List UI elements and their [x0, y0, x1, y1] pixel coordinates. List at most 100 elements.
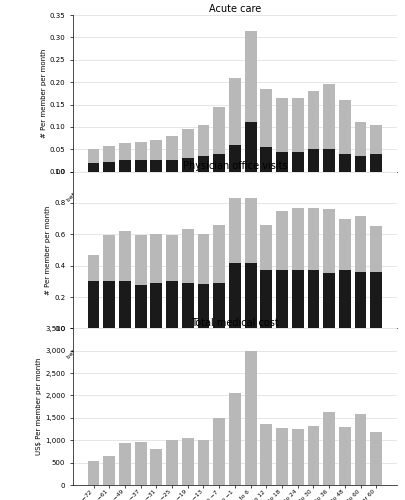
- Bar: [213, 154, 225, 172]
- Bar: [355, 272, 367, 328]
- Bar: [276, 428, 288, 485]
- Bar: [245, 122, 256, 172]
- Bar: [198, 156, 209, 172]
- Bar: [198, 124, 209, 156]
- Bar: [276, 98, 288, 152]
- Bar: [182, 229, 194, 283]
- Bar: [371, 226, 382, 272]
- Bar: [166, 160, 178, 172]
- Bar: [182, 158, 194, 172]
- Bar: [119, 282, 131, 329]
- Bar: [182, 129, 194, 158]
- Bar: [323, 210, 335, 272]
- Y-axis label: # Per member per month: # Per member per month: [41, 48, 47, 138]
- X-axis label: # Months: # Months: [216, 362, 254, 370]
- Bar: [260, 147, 272, 172]
- Y-axis label: US$ Per member per month: US$ Per member per month: [36, 358, 42, 456]
- Bar: [323, 272, 335, 328]
- Bar: [166, 235, 178, 282]
- Bar: [151, 234, 162, 283]
- Legend: Primary care physician, Specialist: Primary care physician, Specialist: [166, 438, 304, 444]
- Bar: [245, 30, 256, 122]
- Bar: [292, 270, 304, 328]
- Bar: [339, 154, 351, 172]
- Bar: [103, 456, 115, 485]
- Bar: [339, 428, 351, 485]
- Bar: [276, 270, 288, 328]
- Bar: [371, 124, 382, 154]
- Bar: [151, 449, 162, 485]
- Bar: [339, 100, 351, 154]
- Bar: [292, 208, 304, 270]
- Title: Acute care: Acute care: [209, 4, 261, 14]
- Bar: [198, 234, 209, 284]
- Bar: [276, 152, 288, 172]
- Bar: [103, 282, 115, 329]
- Bar: [355, 414, 367, 485]
- Bar: [182, 283, 194, 329]
- Bar: [87, 282, 99, 329]
- Bar: [307, 426, 319, 485]
- Bar: [213, 283, 225, 329]
- Bar: [260, 225, 272, 270]
- Bar: [119, 231, 131, 281]
- Bar: [245, 198, 256, 264]
- Bar: [260, 89, 272, 147]
- Legend: Acute inpatient admits, Emergency department visits: Acute inpatient admits, Emergency depart…: [133, 282, 337, 288]
- Bar: [229, 264, 241, 328]
- Bar: [135, 142, 147, 161]
- Bar: [135, 160, 147, 172]
- Bar: [198, 284, 209, 329]
- Bar: [260, 424, 272, 485]
- Bar: [182, 438, 194, 485]
- Bar: [229, 198, 241, 264]
- Bar: [119, 160, 131, 172]
- Y-axis label: # Per member per month: # Per member per month: [45, 206, 51, 294]
- Bar: [198, 440, 209, 485]
- Bar: [119, 444, 131, 485]
- Bar: [135, 442, 147, 485]
- Bar: [166, 136, 178, 160]
- Bar: [323, 84, 335, 150]
- Title: Total medical cost: Total medical cost: [191, 318, 279, 328]
- Bar: [371, 154, 382, 172]
- Title: Physician office visits: Physician office visits: [183, 161, 287, 171]
- Bar: [260, 270, 272, 328]
- Bar: [307, 150, 319, 172]
- Bar: [307, 91, 319, 150]
- Bar: [323, 412, 335, 485]
- Bar: [87, 462, 99, 485]
- Bar: [245, 264, 256, 328]
- Bar: [229, 78, 241, 145]
- Bar: [276, 211, 288, 270]
- Bar: [229, 393, 241, 485]
- Bar: [213, 107, 225, 154]
- Bar: [166, 282, 178, 329]
- Bar: [355, 216, 367, 272]
- Bar: [213, 225, 225, 283]
- Bar: [103, 235, 115, 282]
- Bar: [135, 235, 147, 285]
- Bar: [292, 98, 304, 152]
- Bar: [87, 256, 99, 281]
- Bar: [339, 270, 351, 328]
- Bar: [292, 428, 304, 485]
- Bar: [292, 152, 304, 172]
- Bar: [151, 283, 162, 329]
- Bar: [151, 160, 162, 172]
- Bar: [119, 142, 131, 160]
- Bar: [371, 432, 382, 485]
- Bar: [166, 440, 178, 485]
- Bar: [151, 140, 162, 160]
- Bar: [87, 150, 99, 162]
- Bar: [229, 145, 241, 172]
- Bar: [339, 218, 351, 270]
- Bar: [307, 208, 319, 270]
- Bar: [307, 270, 319, 328]
- Bar: [355, 122, 367, 156]
- Bar: [355, 156, 367, 172]
- Bar: [103, 146, 115, 162]
- X-axis label: # Months: # Months: [216, 205, 254, 214]
- Bar: [135, 285, 147, 329]
- Bar: [323, 150, 335, 172]
